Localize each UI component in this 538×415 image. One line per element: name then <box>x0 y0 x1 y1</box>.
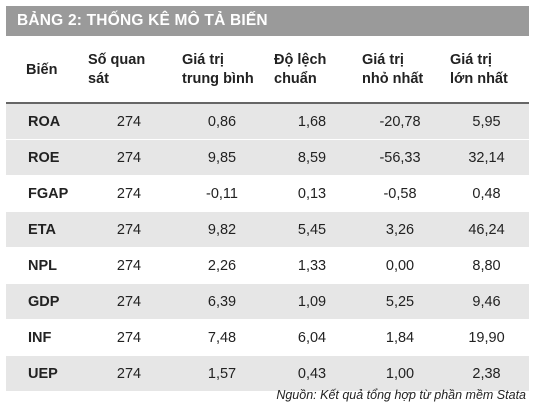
cell-observations: 274 <box>82 175 176 212</box>
header-max: Giá trị lớn nhất <box>444 38 529 104</box>
cell-observations: 274 <box>82 283 176 320</box>
cell-std-dev: 0,13 <box>268 175 356 212</box>
cell-max: 0,48 <box>444 175 529 212</box>
table-row: ETA 274 9,82 5,45 3,26 46,24 <box>6 211 529 248</box>
header-std-dev: Độ lệch chuẩn <box>268 38 356 104</box>
header-mean: Giá trị trung bình <box>176 38 268 104</box>
cell-std-dev: 1,68 <box>268 103 356 140</box>
cell-std-dev: 6,04 <box>268 319 356 356</box>
table-row: NPL 274 2,26 1,33 0,00 8,80 <box>6 247 529 284</box>
cell-observations: 274 <box>82 139 176 176</box>
header-row: Biến Số quan sát Giá trị trung bình Độ lệc… <box>6 38 529 104</box>
variable-name: UEP <box>6 355 82 392</box>
cell-max: 5,95 <box>444 103 529 140</box>
variable-name: INF <box>6 319 82 356</box>
cell-mean: 0,86 <box>176 103 268 140</box>
cell-mean: 2,26 <box>176 247 268 284</box>
cell-std-dev: 1,33 <box>268 247 356 284</box>
variable-name: ROE <box>6 139 82 176</box>
cell-max: 9,46 <box>444 283 529 320</box>
cell-observations: 274 <box>82 103 176 140</box>
cell-mean: 9,85 <box>176 139 268 176</box>
cell-observations: 274 <box>82 355 176 392</box>
cell-mean: 1,57 <box>176 355 268 392</box>
header-variable: Biến <box>6 38 82 104</box>
cell-min: 5,25 <box>356 283 444 320</box>
cell-min: -56,33 <box>356 139 444 176</box>
table-title: BẢNG 2: THỐNG KÊ MÔ TẢ BIẾN <box>6 6 529 36</box>
cell-mean: 9,82 <box>176 211 268 248</box>
cell-observations: 274 <box>82 247 176 284</box>
cell-min: -0,58 <box>356 175 444 212</box>
variable-name: ETA <box>6 211 82 248</box>
cell-observations: 274 <box>82 319 176 356</box>
table-row: INF 274 7,48 6,04 1,84 19,90 <box>6 319 529 356</box>
descriptive-statistics-table: Biến Số quan sát Giá trị trung bình Độ lệc… <box>6 38 529 392</box>
table-row: UEP 274 1,57 0,43 1,00 2,38 <box>6 355 529 392</box>
source-note: Nguồn: Kết quả tổng hợp từ phần mềm Stat… <box>276 388 526 402</box>
cell-std-dev: 5,45 <box>268 211 356 248</box>
cell-min: 3,26 <box>356 211 444 248</box>
cell-max: 2,38 <box>444 355 529 392</box>
cell-observations: 274 <box>82 211 176 248</box>
cell-std-dev: 0,43 <box>268 355 356 392</box>
table-row: ROA 274 0,86 1,68 -20,78 5,95 <box>6 103 529 140</box>
cell-max: 8,80 <box>444 247 529 284</box>
table-row: ROE 274 9,85 8,59 -56,33 32,14 <box>6 139 529 176</box>
cell-std-dev: 8,59 <box>268 139 356 176</box>
cell-mean: -0,11 <box>176 175 268 212</box>
cell-min: 1,84 <box>356 319 444 356</box>
cell-max: 32,14 <box>444 139 529 176</box>
cell-min: 1,00 <box>356 355 444 392</box>
variable-name: GDP <box>6 283 82 320</box>
cell-mean: 6,39 <box>176 283 268 320</box>
variable-name: FGAP <box>6 175 82 212</box>
cell-std-dev: 1,09 <box>268 283 356 320</box>
header-min: Giá trị nhỏ nhất <box>356 38 444 104</box>
header-observations: Số quan sát <box>82 38 176 104</box>
cell-max: 46,24 <box>444 211 529 248</box>
variable-name: ROA <box>6 103 82 140</box>
cell-min: -20,78 <box>356 103 444 140</box>
table-row: GDP 274 6,39 1,09 5,25 9,46 <box>6 283 529 320</box>
variable-name: NPL <box>6 247 82 284</box>
table-row: FGAP 274 -0,11 0,13 -0,58 0,48 <box>6 175 529 212</box>
cell-min: 0,00 <box>356 247 444 284</box>
cell-mean: 7,48 <box>176 319 268 356</box>
cell-max: 19,90 <box>444 319 529 356</box>
